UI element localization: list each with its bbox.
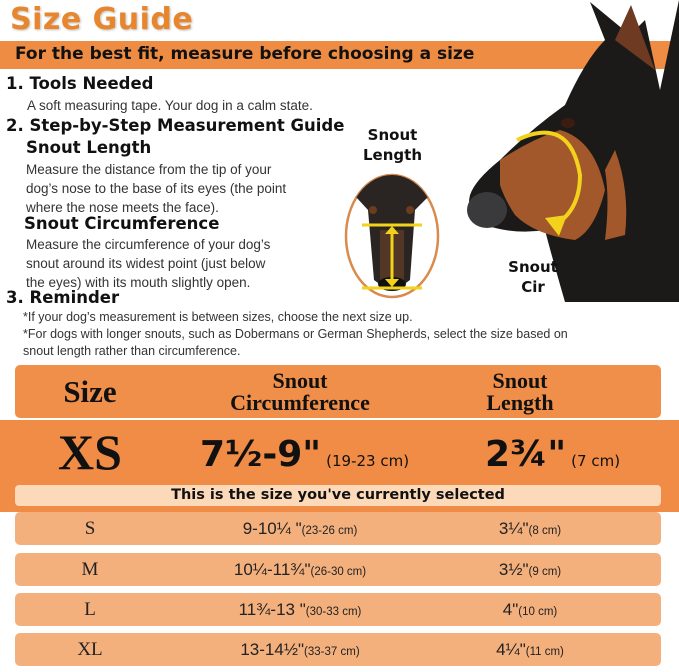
banner: For the best fit, measure before choosin… bbox=[0, 41, 679, 69]
text-line: snout around its widest point (just belo… bbox=[26, 256, 266, 271]
length-inches: 4¼" bbox=[496, 639, 526, 659]
label-line: Snout bbox=[367, 126, 418, 144]
table-row[interactable]: L 11¾-13 "(30-33 cm) 4"(10 cm) bbox=[15, 593, 661, 626]
text-line: the eyes) with its mouth slightly open. bbox=[26, 275, 251, 290]
length-inches: 3¼" bbox=[498, 518, 529, 538]
dog-front-illustration bbox=[344, 173, 440, 299]
doberman-side-photo bbox=[467, 0, 679, 302]
table-row[interactable]: M 10¼-11¾"(26-30 cm) 3½"(9 cm) bbox=[15, 553, 661, 586]
snout-length-label: Snout Length bbox=[355, 125, 430, 165]
table-row[interactable]: S 9-10¼ "(23-26 cm) 3¼"(8 cm) bbox=[15, 512, 661, 545]
length-cm: (7 cm) bbox=[571, 452, 621, 470]
circ-cm: (30-33 cm) bbox=[305, 605, 362, 618]
selected-size: XS bbox=[58, 424, 122, 480]
header-line: Circumference bbox=[230, 389, 370, 415]
circ-inches: 11¾-13 " bbox=[238, 599, 306, 619]
reminder-heading: 3. Reminder bbox=[6, 288, 120, 307]
label-line: Snout bbox=[508, 258, 558, 276]
label-line: Cir bbox=[521, 278, 545, 296]
reminder-text: *If your dog’s measurement is between si… bbox=[23, 309, 568, 360]
size-cell: L bbox=[84, 598, 96, 620]
size-cell: S bbox=[84, 517, 96, 539]
header-line: Length bbox=[486, 389, 554, 415]
circumference-arrow-icon bbox=[516, 130, 583, 236]
length-cm: (9 cm) bbox=[528, 565, 562, 578]
circ-inches: 13-14½" bbox=[240, 639, 305, 659]
length-cm: (8 cm) bbox=[528, 524, 562, 537]
size-cell: M bbox=[81, 558, 99, 580]
selected-circumference: 7½-9" (19-23 cm) bbox=[200, 434, 450, 475]
circ-cm: (19-23 cm) bbox=[326, 452, 410, 470]
header-circumference: Snout Circumference bbox=[190, 367, 410, 415]
circ-cm: (23-26 cm) bbox=[301, 524, 358, 537]
snout-cir-label: Snout Cir bbox=[500, 257, 566, 297]
selected-note: This is the size you've currently select… bbox=[15, 485, 661, 506]
text-line: *For dogs with longer snouts, such as Do… bbox=[23, 327, 568, 341]
tools-text: A soft measuring tape. Your dog in a cal… bbox=[27, 98, 313, 113]
selected-size-row[interactable]: XS 7½-9" (19-23 cm) 2¾" (7 cm) This is t… bbox=[0, 420, 679, 512]
text-line: where the nose meets the face). bbox=[26, 200, 219, 215]
label-line: Length bbox=[363, 146, 422, 164]
text-line: dog’s nose to the base of its eyes (the … bbox=[26, 181, 287, 196]
snout-length-text: Measure the distance from the tip of you… bbox=[26, 160, 286, 217]
circ-inches: 9-10¼ " bbox=[242, 518, 302, 538]
guide-heading: 2. Step-by-Step Measurement Guide bbox=[6, 116, 345, 135]
header-line: Snout bbox=[492, 367, 548, 393]
header-length: Snout Length bbox=[435, 367, 605, 415]
length-inches: 2¾" bbox=[485, 434, 567, 475]
text-line: Measure the circumference of your dog’s bbox=[26, 237, 271, 252]
header-line: Snout bbox=[272, 367, 328, 393]
header-size: Size bbox=[63, 373, 117, 409]
size-cell: XL bbox=[77, 638, 103, 660]
length-inches: 3½" bbox=[498, 559, 529, 579]
length-inches: 4" bbox=[502, 599, 519, 619]
length-cm: (11 cm) bbox=[525, 645, 564, 658]
length-cm: (10 cm) bbox=[518, 605, 558, 618]
text-line: *If your dog’s measurement is between si… bbox=[23, 310, 413, 324]
circ-cm: (26-30 cm) bbox=[310, 565, 367, 578]
table-header-row: Size Snout Circumference Snout Length bbox=[15, 365, 661, 418]
text-line: Measure the distance from the tip of you… bbox=[26, 162, 272, 177]
circ-cm: (33-37 cm) bbox=[304, 645, 360, 658]
selected-length: 2¾" (7 cm) bbox=[485, 434, 645, 475]
snout-length-heading: Snout Length bbox=[26, 138, 152, 157]
tools-heading: 1. Tools Needed bbox=[6, 74, 154, 93]
text-line: snout length rather than circumference. bbox=[23, 344, 241, 358]
circ-inches: 7½-9" bbox=[200, 434, 322, 475]
measure-arrow-icon bbox=[362, 223, 422, 290]
page-title: Size Guide bbox=[10, 2, 194, 37]
table-row[interactable]: XL 13-14½"(33-37 cm) 4¼"(11 cm) bbox=[15, 633, 661, 666]
snout-circ-heading: Snout Circumference bbox=[24, 214, 220, 233]
circ-inches: 10¼-11¾" bbox=[233, 559, 311, 579]
snout-circ-text: Measure the circumference of your dog’s … bbox=[26, 235, 270, 292]
